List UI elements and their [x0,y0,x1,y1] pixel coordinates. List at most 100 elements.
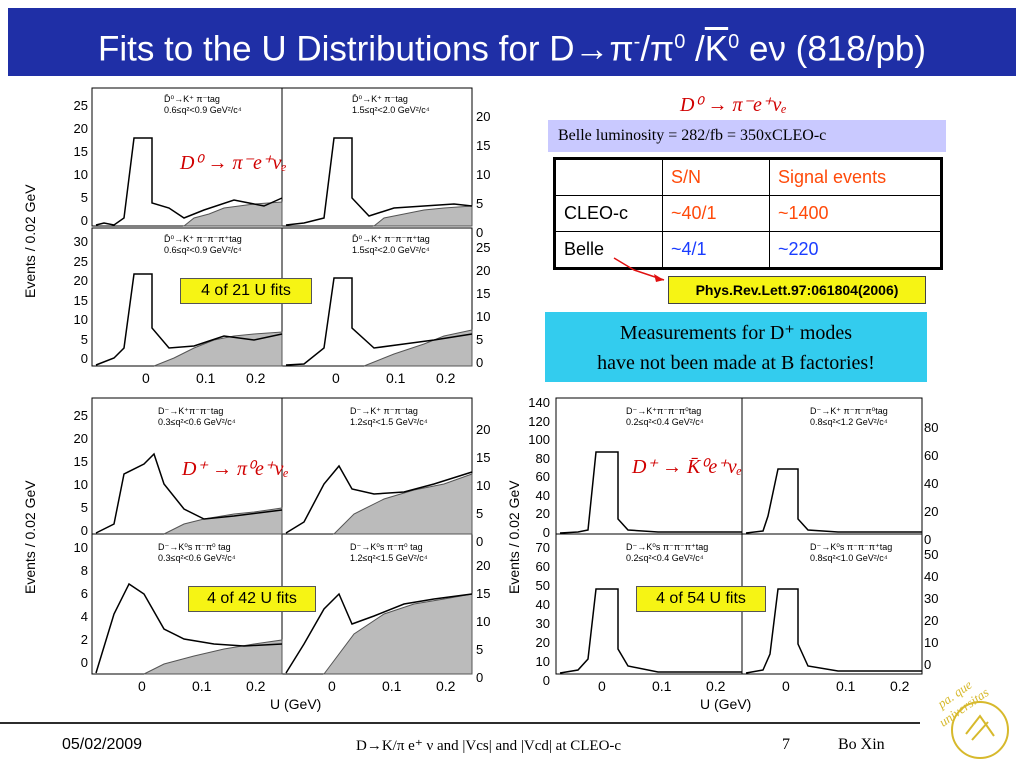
bkg-bl [143,639,283,675]
measurement-line-1: Measurements for D⁺ modes [619,322,853,344]
fits-label-1: 4 of 21 U fits [180,278,312,304]
xtick: 0 [138,678,146,694]
footer-page-number: 7 [782,736,790,753]
q2-text: 1.5≤q²<2.0 GeV²/c⁴ [352,105,430,115]
ticks-2-br: 20 15 10 5 0 [476,552,496,692]
tick: 10 [476,614,491,629]
tick: 80 [924,420,939,435]
tick: 30 [73,234,88,249]
title-pi0: /π [640,29,675,69]
xaxis-label-3: U (GeV) [700,696,752,712]
tick: 30 [535,616,550,631]
tag-2-bl: D⁻→K⁰s π⁻π⁰ tag 0.3≤q²<0.6 GeV²/c⁴ [158,542,236,564]
xtick: 0.2 [246,370,266,386]
q2-text: 0.8≤q²<1.0 GeV²/c⁴ [810,553,888,563]
tick: 10 [73,167,88,182]
table-cell: ~40/1 [662,195,770,232]
yaxis-label-2: Events / 0.02 GeV [22,480,38,594]
title-sup-zero2: 0 [728,31,740,53]
xtick: 0.2 [246,678,266,694]
tick: 25 [476,240,491,255]
tick: 80 [535,450,550,466]
tick: 5 [476,506,484,521]
xtick: 0.1 [652,678,672,694]
tick: 60 [535,559,550,574]
title-main: Fits to the U Distributions for D [97,29,575,69]
xtick: 0.1 [192,678,212,694]
tick: 20 [535,635,550,650]
footer-title: D→K/π e⁺ ν and |Vcs| and |Vcd| at CLEO-c [356,738,622,754]
fit-tr [745,468,922,534]
xtick: 0.1 [836,678,856,694]
title-rest: eν (818/pb) [739,29,927,69]
luminosity-note: Belle luminosity = 282/fb = 350xCLEO-c [548,120,946,152]
q2-text: 0.3≤q²<0.6 GeV²/c⁴ [158,417,236,427]
tag-text: D⁻→K⁰s π⁻π⁻π⁺tag [626,542,709,552]
table-header-cell: S/N [662,158,770,196]
tag-3-tl: D⁻→K⁺π⁻π⁻π⁰tag 0.2≤q²<0.4 GeV²/c⁴ [626,406,704,428]
top-right-decay-label: D⁰ → π⁻e⁺νₑ [680,94,787,116]
tag-text: D⁻→K⁰s π⁻π⁻π⁺tag [810,542,893,552]
yaxis-label-1-wrap: Events / 0.02 GeV [22,168,42,298]
tick: 0 [476,534,484,549]
xtick: 0 [332,370,340,386]
tag-3-tr: D⁻→K⁺ π⁻π⁻π⁰tag 0.8≤q²<1.2 GeV²/c⁴ [810,406,888,428]
ticks-3-bl: 70 60 50 40 30 20 10 0 [520,538,550,690]
title-arrow: → [574,29,610,69]
tick: 20 [73,273,88,288]
fit-tl [95,452,283,534]
title-slash: / [685,29,705,69]
tag-1-tl: D̄⁰→K⁺ π⁻tag 0.6≤q²<0.9 GeV²/c⁴ [164,94,242,116]
ticks-2-tr: 20 15 10 5 0 [476,416,496,556]
q2-text: 0.2≤q²<0.4 GeV²/c⁴ [626,553,704,563]
tag-text: D̄⁰→K⁺ π⁻π⁻π⁺tag [352,234,430,244]
tick: 0 [476,355,484,370]
ticks-3-tl: 140 120 100 80 60 40 20 0 [520,394,550,542]
table-cell: CLEO-c [554,195,663,232]
q2-text: 0.3≤q²<0.6 GeV²/c⁴ [158,553,236,563]
tag-3-bl: D⁻→K⁰s π⁻π⁻π⁺tag 0.2≤q²<0.4 GeV²/c⁴ [626,542,708,564]
tick: 10 [73,540,88,555]
tick: 0 [476,670,484,685]
tick: 0 [80,655,88,670]
tick: 0 [80,213,88,228]
tick: 8 [80,563,88,578]
ticks-1-bl: 30 25 20 15 10 5 0 [62,232,88,369]
tick: 40 [535,487,550,503]
tag-2-tl: D⁻→K⁺π⁻π⁻tag 0.3≤q²<0.6 GeV²/c⁴ [158,406,236,428]
table-cell: ~4/1 [662,231,770,269]
tick: 2 [80,632,88,647]
ticks-3-br: 50 40 30 20 10 0 [924,544,944,676]
tag-1-tr: D̄⁰→K⁺ π⁻tag 1.5≤q²<2.0 GeV²/c⁴ [352,94,430,116]
tick: 20 [73,121,88,136]
ticks-2-tl: 25 20 15 10 5 0 [62,404,88,542]
footer-divider [0,722,920,724]
ticks-3-tr: 80 60 40 20 0 [924,414,944,554]
tag-3-br: D⁻→K⁰s π⁻π⁻π⁺tag 0.8≤q²<1.0 GeV²/c⁴ [810,542,892,564]
xtick: 0.2 [436,370,456,386]
ticks-1-tl: 25 20 15 10 5 0 [62,94,88,232]
tick: 15 [476,138,491,153]
title-kbar: K [704,29,729,69]
xtick: 0.2 [436,678,456,694]
table-cell: Belle [554,231,663,269]
tick: 10 [476,478,491,493]
xtick: 0 [142,370,150,386]
tick: 20 [476,558,491,573]
fits-label-3: 4 of 54 U fits [636,586,766,612]
xtick: 0.2 [890,678,910,694]
tick: 4 [80,609,88,624]
fit-tl [95,137,283,226]
tick: 20 [73,431,88,446]
tick: 50 [535,578,550,593]
bkg-br [323,593,473,675]
tick: 120 [528,413,550,429]
tick: 10 [476,309,491,324]
tick: 10 [73,312,88,327]
reference-arrow [613,257,665,282]
tick: 20 [924,504,939,519]
bkg-tr [332,473,473,535]
tag-2-br: D⁻→K⁰s π⁻π⁰ tag 1.2≤q²<1.5 GeV²/c⁴ [350,542,428,564]
tick: 0 [542,673,550,688]
tick: 100 [528,432,550,447]
